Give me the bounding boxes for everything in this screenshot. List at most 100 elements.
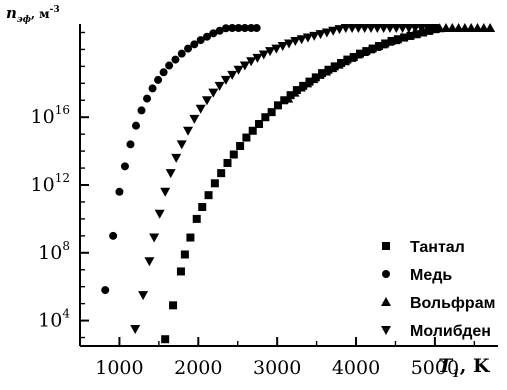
x-tick-label: 5000	[411, 357, 459, 379]
data-point	[109, 231, 118, 240]
data-point	[355, 49, 364, 58]
data-point	[143, 94, 152, 103]
data-point	[165, 61, 174, 70]
data-point	[201, 96, 212, 106]
data-point	[397, 24, 408, 33]
data-point	[160, 187, 171, 197]
data-point	[183, 126, 194, 136]
data-point	[381, 39, 390, 48]
series-triangle-down	[130, 24, 440, 335]
data-point	[233, 65, 244, 75]
data-point	[240, 24, 249, 32]
data-point	[198, 203, 207, 212]
data-point	[324, 65, 333, 74]
y-tick-label: 104	[38, 307, 70, 332]
data-point	[131, 121, 140, 130]
data-point	[255, 119, 264, 128]
data-point	[384, 24, 395, 33]
legend-label: Молибден	[410, 323, 491, 340]
data-point	[321, 28, 332, 38]
data-point	[372, 24, 383, 33]
data-point	[327, 63, 338, 73]
data-point	[229, 150, 238, 159]
data-point	[209, 29, 218, 38]
data-point	[242, 133, 251, 142]
data-point	[362, 47, 371, 56]
legend-marker	[382, 242, 390, 250]
data-point	[115, 187, 124, 196]
data-point	[261, 113, 270, 122]
data-point	[422, 24, 433, 33]
data-point	[215, 26, 224, 35]
legend-label: Медь	[410, 267, 452, 284]
series-circle	[101, 24, 261, 295]
x-axis-label: T1, K	[438, 355, 491, 380]
data-point	[403, 24, 414, 33]
x-tick-label: 4000	[332, 357, 380, 379]
data-point	[176, 140, 187, 150]
data-point	[440, 23, 451, 32]
x-tick-label: 2000	[174, 357, 222, 379]
data-point	[340, 24, 351, 33]
data-point	[223, 158, 232, 167]
data-point	[368, 44, 377, 53]
data-point	[165, 169, 176, 179]
data-point	[391, 24, 402, 33]
data-point	[137, 106, 146, 115]
data-point	[126, 140, 135, 149]
data-point	[290, 36, 301, 46]
data-point	[258, 50, 269, 60]
legend-marker	[381, 326, 391, 335]
data-point	[176, 267, 185, 276]
data-point	[248, 126, 257, 135]
data-point	[371, 41, 382, 51]
data-point	[478, 23, 489, 32]
x-tick-label: 3000	[253, 357, 301, 379]
data-point	[186, 233, 195, 242]
data-point	[346, 52, 357, 62]
data-point	[277, 42, 288, 52]
data-point	[221, 24, 230, 33]
data-point	[234, 24, 243, 32]
data-point	[149, 233, 160, 243]
data-point	[352, 49, 363, 59]
data-point	[228, 24, 237, 32]
data-point	[283, 93, 294, 103]
legend-marker	[381, 297, 391, 306]
data-point	[130, 325, 141, 335]
ticks	[80, 31, 476, 346]
series-square	[161, 25, 440, 344]
data-point	[184, 44, 193, 53]
data-point	[390, 35, 401, 45]
data-point	[247, 24, 256, 32]
data-point	[289, 87, 300, 97]
data-point	[309, 31, 320, 41]
data-point	[321, 66, 332, 76]
data-point	[246, 57, 257, 67]
data-point	[337, 58, 346, 67]
data-point	[459, 23, 470, 32]
data-point	[339, 56, 350, 66]
data-point	[273, 101, 282, 110]
data-point	[171, 153, 182, 163]
data-point	[154, 75, 163, 84]
legend-label: Вольфрам	[410, 295, 495, 312]
y-tick-label: 1012	[31, 171, 70, 196]
data-point	[366, 24, 377, 33]
data-point	[359, 24, 370, 33]
data-point	[365, 44, 376, 54]
data-point	[144, 257, 155, 267]
data-point	[204, 191, 213, 200]
x-tick-label: 1000	[95, 357, 143, 379]
data-point	[328, 26, 339, 36]
data-point	[358, 46, 369, 56]
data-point	[296, 35, 307, 45]
data-point	[171, 55, 180, 64]
data-point	[239, 61, 250, 71]
data-point	[196, 36, 205, 45]
data-point	[429, 24, 440, 33]
data-point	[192, 214, 201, 223]
data-point	[447, 23, 458, 32]
y-axis-label: nэф, м-3	[6, 4, 60, 25]
